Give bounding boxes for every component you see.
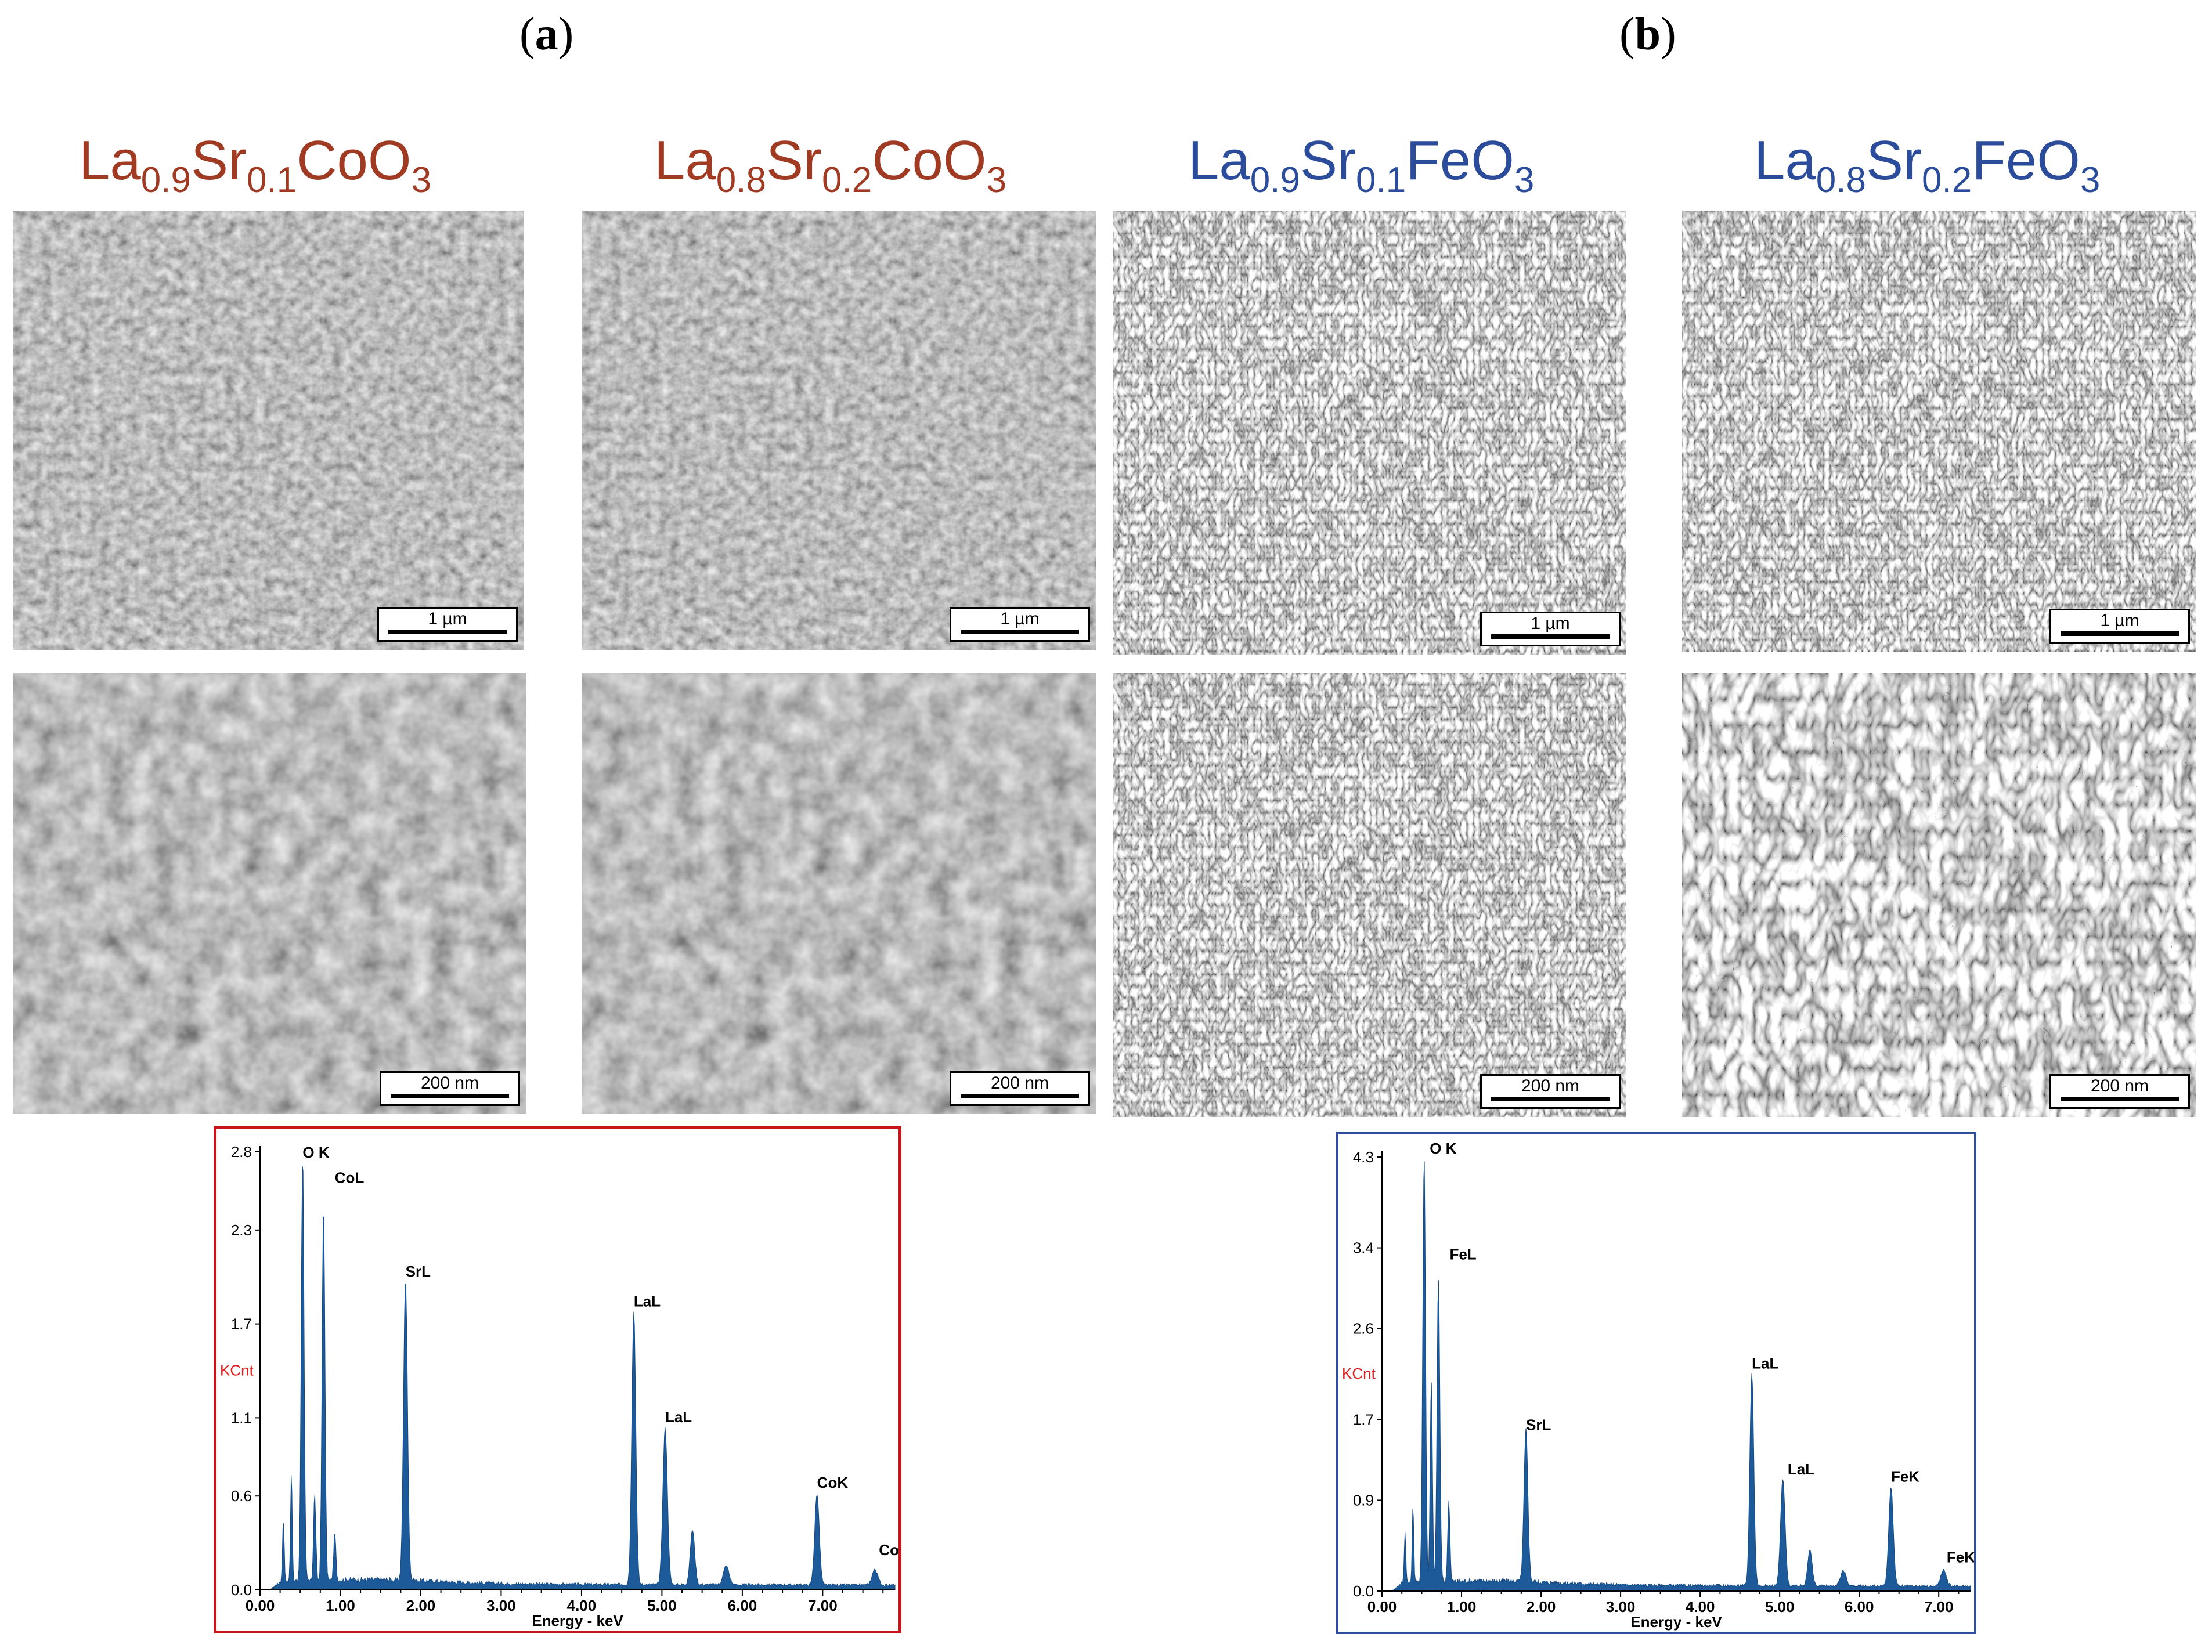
y-tick-label: 0.6	[231, 1487, 252, 1505]
peak-label: FeL	[1449, 1246, 1476, 1263]
y-tick-label: 0.0	[231, 1581, 252, 1599]
eds-spectrum-b: 0.0 0.9 1.7 2.6 3.4 4.3 0.00 1.00 2.00 3.00 4.00 5.…	[1336, 1132, 1976, 1634]
x-tick-label: 7.00	[1924, 1598, 1954, 1615]
peak-label: SrL	[406, 1263, 431, 1280]
peak-label: CoL	[335, 1169, 365, 1186]
sem-image-lsf82-highmag: 200 nm	[1682, 673, 2196, 1117]
y-tick-label: 4.3	[1353, 1148, 1374, 1166]
sem-image-lsc82-lowmag: 1 µm	[582, 211, 1096, 650]
eds-spectrum-a: 0.0 0.6 1.1 1.7 2.3 2.8 0.00 1.00 2.00 3.00 4.00 5.…	[214, 1126, 901, 1633]
peak-label: LaL	[634, 1292, 661, 1310]
peak-label: O K	[1430, 1140, 1456, 1157]
x-tick-label: 0.00	[246, 1597, 275, 1614]
y-tick-label: 2.8	[231, 1143, 252, 1161]
x-tick-label: 7.00	[808, 1597, 838, 1614]
scale-bar: 1 µm	[377, 607, 518, 642]
peak-label: SrL	[1526, 1416, 1551, 1434]
sem-image-lsc91-highmag: 200 nm	[13, 673, 526, 1114]
sample-title-3: La0.9Sr0.1FeO3	[1188, 129, 1535, 200]
y-tick-label: 1.1	[231, 1409, 252, 1426]
x-tick-label: 2.00	[1527, 1598, 1556, 1615]
x-axis-label: Energy - keV	[1630, 1613, 1722, 1631]
sem-image-lsc91-lowmag: 1 µm	[13, 211, 524, 650]
y-axis-label: KCnt	[1342, 1365, 1376, 1382]
y-tick-label: 1.7	[231, 1315, 252, 1333]
peak-label: O K	[302, 1144, 329, 1161]
sample-title-2: La0.8Sr0.2CoO3	[654, 129, 1007, 200]
peak-label: CoK	[817, 1474, 849, 1491]
peak-label: FeK	[1947, 1549, 1974, 1566]
sem-image-lsf91-highmag: 200 nm	[1113, 673, 1626, 1117]
scale-bar: 1 µm	[950, 607, 1090, 642]
panel-label-b: (b)	[1619, 9, 1676, 60]
y-tick-label: 2.3	[231, 1221, 252, 1239]
peak-label: CoK	[879, 1541, 898, 1559]
peak-label: LaL	[665, 1408, 692, 1426]
sem-image-lsf82-lowmag: 1 µm	[1682, 211, 2196, 652]
spectrum-series	[269, 1166, 896, 1590]
scale-bar: 200 nm	[2049, 1074, 2190, 1109]
peak-label: LaL	[1752, 1355, 1778, 1372]
y-tick-label: 3.4	[1353, 1239, 1374, 1257]
panel-label-a: (a)	[519, 9, 574, 60]
x-axis-label: Energy - keV	[532, 1612, 623, 1629]
sem-image-lsf91-lowmag: 1 µm	[1113, 211, 1626, 655]
eds-chart-b: 0.0 0.9 1.7 2.6 3.4 4.3 0.00 1.00 2.00 3.00 4.00 5.…	[1342, 1140, 1974, 1631]
x-tick-label: 5.00	[647, 1597, 677, 1614]
x-tick-label: 4.00	[567, 1597, 597, 1614]
x-tick-label: 6.00	[728, 1597, 757, 1614]
sample-title-1: La0.9Sr0.1CoO3	[79, 129, 432, 200]
x-tick-label: 6.00	[1845, 1598, 1874, 1615]
y-axis-label: KCnt	[220, 1362, 254, 1379]
x-tick-label: 1.00	[1447, 1598, 1477, 1615]
spectrum-series	[1391, 1161, 1971, 1592]
scale-bar: 200 nm	[1480, 1074, 1621, 1109]
x-tick-label: 4.00	[1686, 1598, 1715, 1615]
sample-title-4: La0.8Sr0.2FeO3	[1754, 129, 2101, 200]
y-tick-label: 2.6	[1353, 1320, 1374, 1337]
peak-label: FeK	[1891, 1467, 1919, 1485]
x-tick-label: 3.00	[486, 1597, 516, 1614]
y-tick-label: 0.0	[1353, 1582, 1374, 1600]
eds-chart-a: 0.0 0.6 1.1 1.7 2.3 2.8 0.00 1.00 2.00 3.00 4.00 5.…	[220, 1143, 898, 1629]
peak-label: LaL	[1788, 1461, 1814, 1478]
x-tick-label: 3.00	[1606, 1598, 1636, 1615]
x-tick-label: 1.00	[326, 1597, 355, 1614]
x-tick-label: 0.00	[1367, 1598, 1397, 1615]
scale-bar: 200 nm	[380, 1071, 520, 1106]
y-tick-label: 0.9	[1353, 1491, 1374, 1509]
x-tick-label: 2.00	[406, 1597, 436, 1614]
scale-bar: 1 µm	[2049, 609, 2190, 644]
scale-bar: 200 nm	[950, 1071, 1090, 1106]
scale-bar: 1 µm	[1480, 612, 1621, 646]
y-tick-label: 1.7	[1353, 1411, 1374, 1428]
sem-image-lsc82-highmag: 200 nm	[582, 673, 1096, 1114]
x-tick-label: 5.00	[1765, 1598, 1795, 1615]
